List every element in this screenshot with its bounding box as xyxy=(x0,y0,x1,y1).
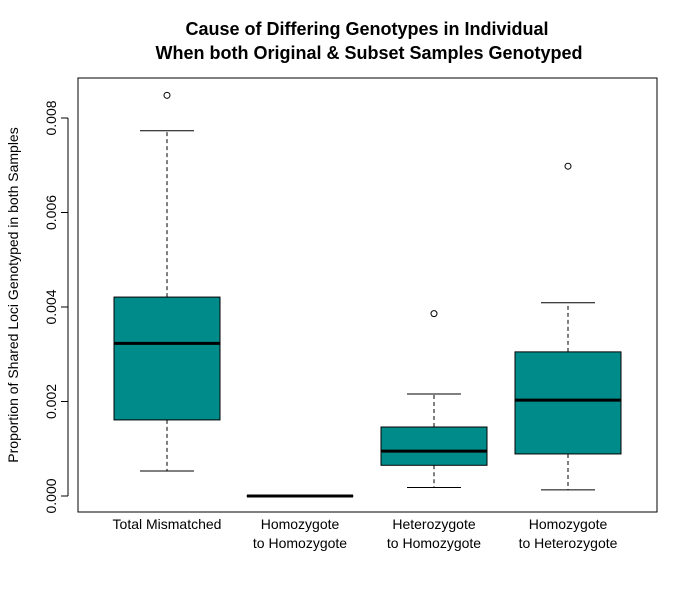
x-tick-label: Homozygote xyxy=(529,516,608,532)
x-tick-label: Homozygote xyxy=(261,516,340,532)
iqr-box xyxy=(113,296,221,421)
outlier-point xyxy=(564,162,572,170)
box-group xyxy=(113,91,221,472)
y-tick-label: 0.008 xyxy=(43,100,59,135)
x-tick-label: Total Mismatched xyxy=(113,516,222,532)
chart-title-line-1: Cause of Differing Genotypes in Individu… xyxy=(185,19,548,39)
y-axis: 0.000 0.002 0.004 0.006 0.008 xyxy=(43,100,69,514)
box-group xyxy=(514,162,622,491)
chart-title-line-2: When both Original & Subset Samples Geno… xyxy=(155,43,582,63)
y-tick-label: 0.006 xyxy=(43,195,59,230)
boxes-group xyxy=(113,91,622,498)
y-axis-label: Proportion of Shared Loci Genotyped in b… xyxy=(5,127,21,462)
x-tick-label: Heterozygote xyxy=(392,516,475,532)
x-tick-label: to Homozygote xyxy=(387,535,481,551)
plot-frame xyxy=(77,77,658,513)
x-tick-labels: Total Mismatched Homozygote to Homozygote H… xyxy=(113,516,618,551)
x-tick-label: to Heterozygote xyxy=(519,535,618,551)
outlier-point xyxy=(163,91,171,99)
y-tick-label: 0.004 xyxy=(43,289,59,324)
y-tick-label: 0.002 xyxy=(43,384,59,419)
outlier-point xyxy=(430,310,438,318)
box-group xyxy=(380,310,488,488)
iqr-box xyxy=(380,426,488,466)
x-tick-label: to Homozygote xyxy=(253,535,347,551)
iqr-box xyxy=(514,351,622,455)
y-tick-label: 0.000 xyxy=(43,478,59,513)
